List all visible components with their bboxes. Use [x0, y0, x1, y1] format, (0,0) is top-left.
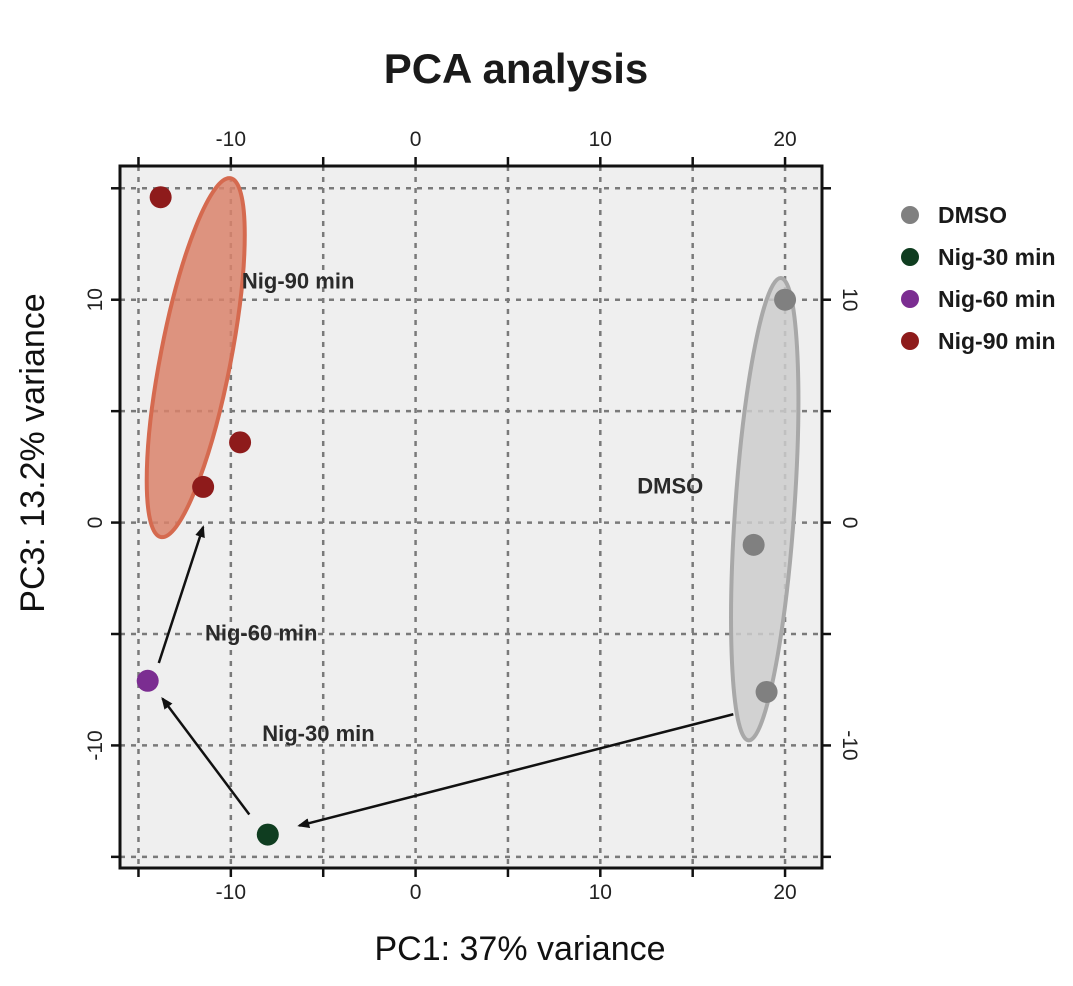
x-axis-label: PC1: 37% variance: [374, 930, 665, 968]
y-tick-label-left: 10: [84, 288, 107, 311]
trajectory-arrows: [157, 525, 734, 829]
point-dmso: [774, 288, 797, 311]
point-nig-60-min: [136, 669, 159, 692]
trajectory-arrow: [297, 713, 734, 829]
y-tick-label-left: 0: [84, 517, 107, 529]
annotation-label: Nig-90 min: [242, 269, 354, 294]
annotation-label: Nig-30 min: [262, 721, 374, 746]
legend-marker: [901, 248, 919, 266]
y-tick-label-left: -10: [84, 730, 107, 760]
legend-label: Nig-60 min: [938, 286, 1056, 312]
y-axis-label: PC3: 13.2% variance: [14, 293, 52, 612]
plot-border: [118, 164, 824, 870]
chart-title: PCA analysis: [384, 45, 649, 92]
point-dmso: [742, 533, 765, 556]
annotation-label: DMSO: [637, 474, 703, 499]
group-ellipses: [144, 176, 801, 743]
ellipse-dmso: [729, 275, 801, 743]
point-nig-90-min: [149, 186, 172, 209]
x-tick-label-top: 0: [410, 128, 422, 151]
point-nig-90-min: [229, 431, 252, 454]
y-tick-label-right: -10: [838, 730, 861, 760]
legend-marker: [901, 206, 919, 224]
trajectory-arrow: [161, 697, 251, 816]
data-points: [136, 186, 797, 846]
legend-marker: [901, 332, 919, 350]
legend: DMSO Nig-30 min Nig-60 min Nig-90 min: [901, 202, 1056, 354]
x-tick-label-bottom: 0: [410, 881, 422, 904]
grid-lines: [120, 166, 822, 868]
x-tick-label-bottom: 20: [773, 881, 796, 904]
x-tick-label-top: -10: [216, 128, 246, 151]
legend-label: DMSO: [938, 202, 1007, 228]
legend-label: Nig-90 min: [938, 328, 1056, 354]
axis-ticks: -10 -10 0 0 10 10 20 20 -10 -10 0 0 10 10: [84, 128, 861, 904]
legend-marker: [901, 290, 919, 308]
point-nig-30-min: [256, 823, 279, 846]
group-annotations: Nig-90 min Nig-60 min Nig-30 min DMSO: [205, 269, 703, 746]
y-tick-label-right: 0: [838, 517, 861, 529]
ellipse-nig-90-min: [144, 176, 247, 540]
annotation-label: Nig-60 min: [205, 621, 317, 646]
legend-label: Nig-30 min: [938, 244, 1056, 270]
x-tick-label-top: 10: [589, 128, 612, 151]
trajectory-arrow: [157, 525, 205, 664]
x-tick-label-top: 20: [773, 128, 796, 151]
y-tick-label-right: 10: [838, 288, 861, 311]
point-nig-90-min: [192, 475, 215, 498]
x-tick-label-bottom: -10: [216, 881, 246, 904]
x-tick-label-bottom: 10: [589, 881, 612, 904]
point-dmso: [755, 680, 778, 703]
